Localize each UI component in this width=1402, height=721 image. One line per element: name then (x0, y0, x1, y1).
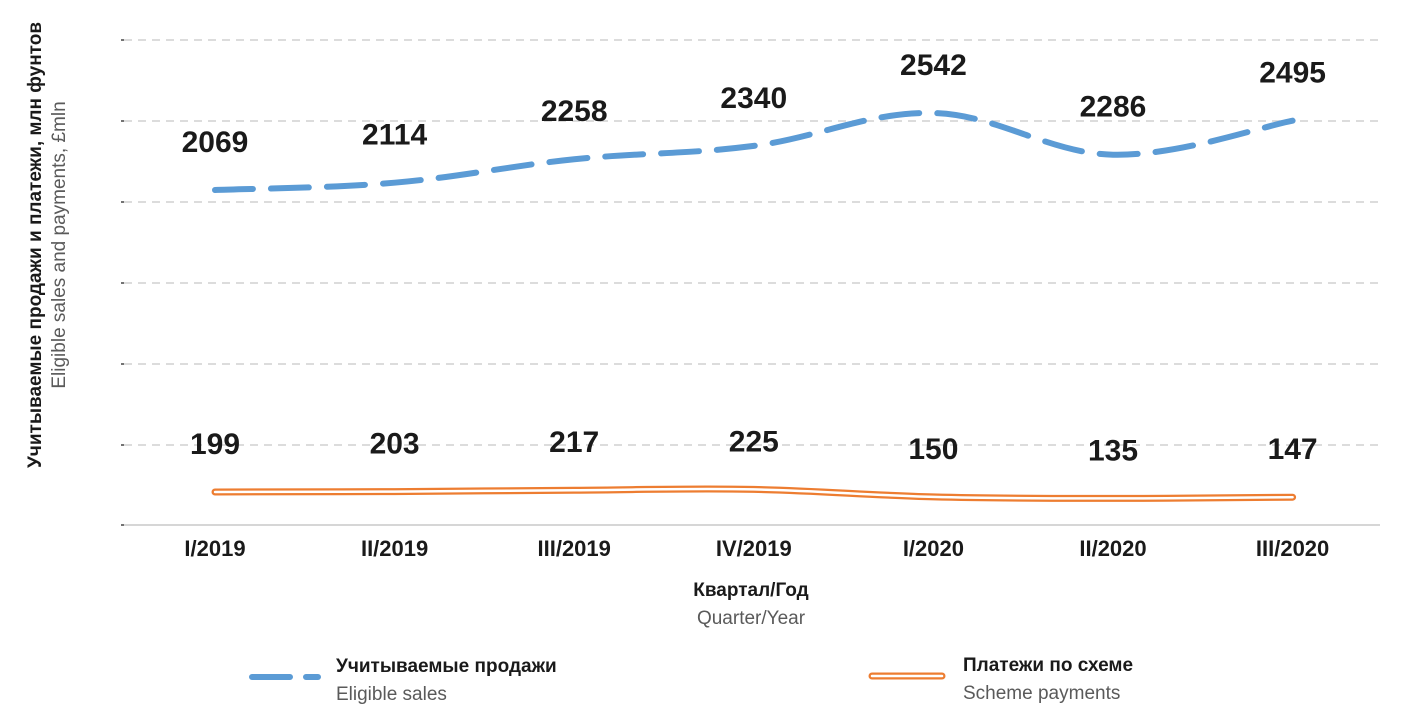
data-label-scheme-payments: 203 (370, 428, 420, 461)
series-layer (211, 110, 1297, 502)
legend: Учитываемые продажи Eligible sales Плате… (249, 655, 1133, 705)
data-label-scheme-payments: 199 (190, 428, 240, 461)
data-label-scheme-payments: 147 (1268, 433, 1318, 466)
legend-item-scheme-payments: Платежи по схеме Scheme payments (868, 655, 1133, 704)
x-axis-title-en: Quarter/Year (697, 608, 806, 629)
legend-label-eligible-sales-en: Eligible sales (336, 684, 447, 705)
legend-label-eligible-sales-ru: Учитываемые продажи (336, 656, 557, 677)
y-axis-title: Учитываемые продажи и платежи, млн фунто… (25, 22, 70, 468)
x-axis-tick-labels: I/2019 II/2019 III/2019 IV/2019 I/2020 II/202… (184, 536, 1329, 561)
x-tick-label: I/2020 (903, 536, 964, 561)
y-axis-title-en: Eligible sales and payments, £mln (49, 101, 70, 388)
data-label-eligible-sales: 2495 (1259, 57, 1326, 90)
legend-item-eligible-sales: Учитываемые продажи Eligible sales (249, 656, 557, 705)
x-tick-label: I/2019 (184, 536, 245, 561)
data-label-eligible-sales: 2286 (1080, 91, 1147, 124)
y-axis-ticks (121, 39, 124, 526)
data-label-eligible-sales: 2542 (900, 49, 967, 82)
data-labels: 2069 2114 2258 2340 2542 2286 2495 199 203 217 225… (182, 49, 1326, 467)
x-axis-title: Квартал/Год Quarter/Year (693, 580, 808, 629)
legend-label-scheme-payments-ru: Платежи по схеме (963, 655, 1133, 676)
x-axis-title-ru: Квартал/Год (693, 580, 808, 601)
data-label-eligible-sales: 2069 (182, 126, 249, 159)
data-label-scheme-payments: 217 (549, 426, 599, 459)
legend-label-scheme-payments-en: Scheme payments (963, 683, 1120, 704)
data-label-eligible-sales: 2340 (720, 82, 787, 115)
x-tick-label: III/2019 (538, 536, 611, 561)
x-tick-label: III/2020 (1256, 536, 1329, 561)
series-line-eligible-sales (212, 110, 1296, 193)
x-tick-label: II/2020 (1079, 536, 1146, 561)
data-label-scheme-payments: 225 (729, 425, 779, 458)
data-label-eligible-sales: 2258 (541, 95, 608, 128)
y-axis-title-ru: Учитываемые продажи и платежи, млн фунто… (25, 22, 46, 468)
x-tick-label: II/2019 (361, 536, 428, 561)
data-label-eligible-sales: 2114 (362, 119, 427, 152)
series-line-scheme-payments-inner (213, 487, 1294, 500)
x-tick-label: IV/2019 (716, 536, 792, 561)
data-label-scheme-payments: 135 (1088, 434, 1138, 467)
data-label-scheme-payments: 150 (908, 433, 958, 466)
